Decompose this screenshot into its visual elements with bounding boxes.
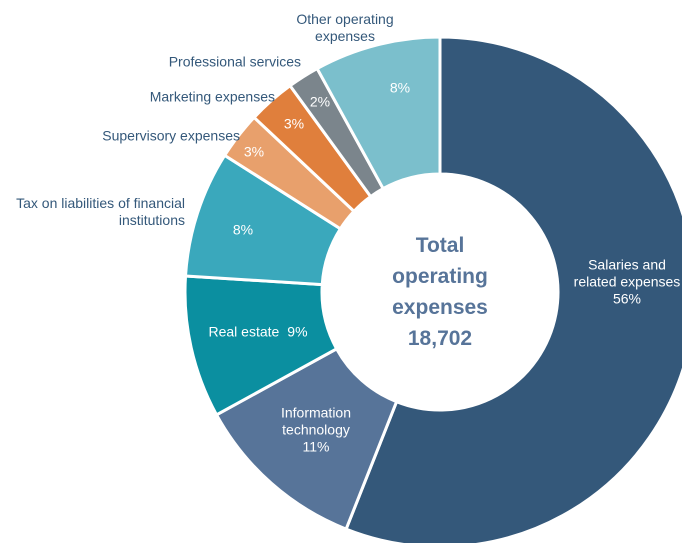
category-label: Tax on liabilities of financial institut… [16, 195, 185, 228]
center-text: expenses [392, 296, 488, 319]
category-label: Information technology [280, 404, 352, 438]
slice-label: Information technology 11% [261, 405, 371, 456]
center-text: operating [392, 265, 488, 288]
slice [315, 35, 442, 191]
slice [344, 35, 682, 543]
value-label: 11% [302, 438, 330, 455]
value-label: 3% [283, 115, 305, 132]
center-text: 18,702 [407, 327, 473, 350]
value-label: 8% [232, 221, 254, 238]
value-label: 3% [243, 143, 265, 160]
value-label: 9% [287, 323, 308, 340]
value-label: 8% [389, 79, 411, 96]
slice-label: Salaries and related expenses 56% [572, 257, 682, 308]
category-label: Real estate [208, 323, 280, 340]
category-label: Supervisory expenses [102, 127, 240, 144]
center-label: Total operating expenses 18,702 [392, 230, 488, 354]
category-label: Salaries and related expenses [573, 256, 681, 290]
value-label: 2% [309, 93, 331, 110]
center-text: Total [415, 234, 465, 257]
slice-label: Real estate 9% [188, 324, 328, 341]
category-label: Marketing expenses [149, 88, 275, 105]
value-label: 56% [612, 290, 642, 307]
category-label: Other operating expenses [296, 11, 394, 44]
category-label: Professional services [168, 53, 301, 70]
